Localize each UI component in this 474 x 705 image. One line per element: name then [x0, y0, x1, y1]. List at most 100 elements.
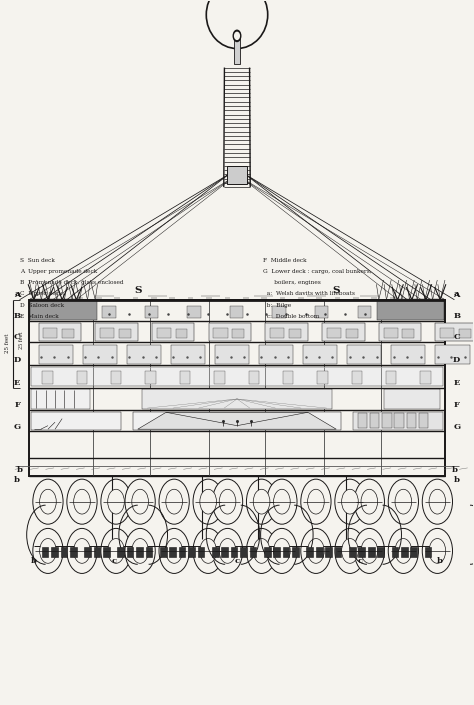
- Bar: [353, 412, 443, 430]
- Text: C: C: [14, 333, 20, 341]
- Text: c:  Double bottom: c: Double bottom: [263, 314, 319, 319]
- Bar: [143, 389, 331, 409]
- Circle shape: [267, 479, 297, 525]
- Bar: [38, 323, 81, 341]
- Bar: [382, 413, 392, 428]
- Circle shape: [212, 479, 243, 525]
- Text: C: C: [454, 333, 460, 341]
- Bar: [42, 371, 53, 384]
- Circle shape: [33, 479, 63, 525]
- Text: B  Promenade deck, glass enclosed: B Promenade deck, glass enclosed: [19, 280, 123, 285]
- Circle shape: [233, 30, 241, 42]
- Bar: [407, 413, 416, 428]
- Bar: [212, 547, 219, 556]
- Circle shape: [219, 539, 236, 563]
- Circle shape: [273, 539, 290, 563]
- Bar: [146, 371, 156, 384]
- Bar: [401, 547, 408, 556]
- Circle shape: [267, 529, 297, 573]
- Text: A: A: [14, 291, 20, 299]
- Circle shape: [361, 539, 378, 563]
- Bar: [419, 413, 428, 428]
- Circle shape: [200, 539, 217, 563]
- Circle shape: [40, 489, 56, 514]
- Bar: [31, 389, 91, 409]
- Bar: [119, 329, 131, 338]
- Ellipse shape: [206, 0, 268, 49]
- Bar: [358, 547, 365, 556]
- Circle shape: [342, 539, 358, 563]
- Bar: [180, 371, 190, 384]
- Circle shape: [308, 539, 324, 563]
- Bar: [402, 329, 414, 338]
- Circle shape: [193, 529, 223, 573]
- Text: S  Sun deck: S Sun deck: [19, 257, 55, 262]
- Circle shape: [67, 479, 97, 525]
- Bar: [118, 547, 124, 556]
- Circle shape: [40, 539, 56, 563]
- Circle shape: [253, 539, 270, 563]
- Bar: [420, 371, 431, 384]
- Bar: [188, 547, 195, 556]
- Text: D: D: [453, 357, 460, 364]
- Circle shape: [125, 479, 155, 525]
- Bar: [307, 547, 313, 556]
- Text: a: a: [454, 290, 459, 298]
- Bar: [70, 547, 77, 556]
- Bar: [264, 547, 271, 556]
- Bar: [440, 328, 455, 338]
- Circle shape: [33, 529, 63, 573]
- Bar: [368, 547, 374, 556]
- Bar: [386, 371, 396, 384]
- Text: S: S: [134, 286, 142, 295]
- Bar: [231, 547, 237, 556]
- Bar: [316, 547, 322, 556]
- Text: A: A: [454, 291, 460, 299]
- Bar: [335, 547, 341, 556]
- Bar: [31, 412, 121, 430]
- Bar: [43, 328, 57, 338]
- Bar: [84, 547, 91, 556]
- Bar: [62, 329, 74, 338]
- Bar: [152, 323, 194, 341]
- Bar: [145, 307, 158, 318]
- Bar: [377, 547, 384, 556]
- Bar: [29, 300, 445, 476]
- Bar: [171, 345, 205, 364]
- Bar: [38, 345, 73, 364]
- Text: B: B: [14, 312, 21, 320]
- Bar: [396, 299, 444, 300]
- Bar: [289, 329, 301, 338]
- Circle shape: [67, 529, 97, 573]
- Circle shape: [301, 479, 331, 525]
- Text: G: G: [453, 422, 460, 431]
- Circle shape: [219, 489, 236, 514]
- Circle shape: [101, 479, 131, 525]
- Bar: [133, 412, 341, 430]
- Text: b: b: [454, 476, 460, 484]
- Bar: [227, 166, 247, 183]
- Bar: [250, 547, 256, 556]
- Bar: [370, 413, 379, 428]
- Bar: [214, 371, 225, 384]
- Circle shape: [395, 489, 412, 514]
- Text: b: b: [437, 556, 443, 565]
- Circle shape: [132, 539, 148, 563]
- Text: C  Upper deck: C Upper deck: [19, 291, 62, 296]
- Bar: [187, 307, 201, 318]
- Circle shape: [193, 479, 223, 525]
- Text: D: D: [14, 357, 21, 364]
- Text: G: G: [14, 422, 21, 431]
- Bar: [51, 547, 58, 556]
- Bar: [30, 300, 97, 320]
- Text: c: c: [111, 556, 117, 565]
- Circle shape: [159, 529, 189, 573]
- Bar: [410, 547, 417, 556]
- Bar: [425, 547, 431, 556]
- Bar: [283, 371, 293, 384]
- Bar: [383, 389, 440, 409]
- Circle shape: [335, 479, 365, 525]
- Text: F  Middle deck: F Middle deck: [263, 257, 307, 262]
- Text: b:  Bilge: b: Bilge: [263, 302, 291, 307]
- Circle shape: [354, 529, 384, 573]
